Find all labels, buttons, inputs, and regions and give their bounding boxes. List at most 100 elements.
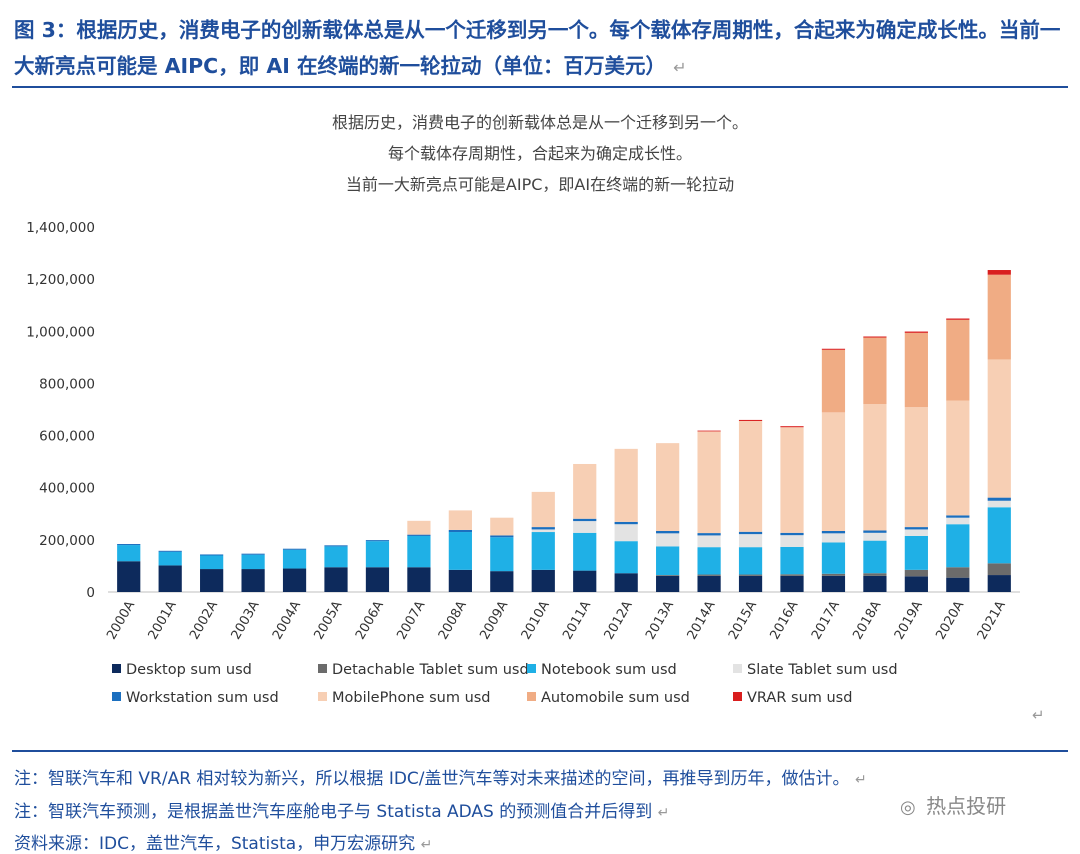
bar-segment-notebook [282,549,307,569]
return-mark: ↵ [657,805,670,821]
bar-segment-desktop [614,573,638,592]
bar-segment-workstation [821,530,846,534]
bar-segment-mobilephone [738,420,763,532]
bar-segment-workstation [946,515,970,518]
legend-label: Detachable Tablet sum usd [332,662,529,678]
bar-segment-slatetablet [946,517,970,525]
bar-segment-notebook [656,546,680,576]
bar-segment-vrar [904,331,928,333]
bar-segment-mobilephone [490,517,514,536]
legend-swatch-automobile [527,692,536,701]
watermark: ◎ 热点投研 [900,790,1006,819]
source-note: 资料来源：IDC，盖世汽车，Statista，申万宏源研究 ↵ [14,829,432,854]
bar-segment-notebook [200,555,224,570]
x-tick-label: 2021A [975,598,1009,642]
bar-segment-desktop [407,567,431,592]
bar-segment-detachabletablet [780,574,804,576]
x-tick-label: 2003A [229,598,263,642]
bar-segment-mobilephone [697,431,721,534]
bar-segment-desktop [656,575,680,592]
bar-segment-slatetablet [780,535,804,547]
bar-segment-desktop [863,575,887,592]
bar-segment-desktop [780,575,804,592]
return-mark: ↵ [854,772,867,788]
bar-segment-workstation [904,527,928,530]
bar-segment-vrar [697,430,721,432]
bar-segment-slatetablet [821,533,846,543]
x-tick-label: 2004A [270,598,304,642]
y-tick-label: 1,400,000 [26,220,95,236]
bar-segment-slatetablet [863,532,887,541]
bar-segment-notebook [324,546,348,568]
legend-swatch-vrar [733,692,742,701]
x-tick-label: 2012A [602,598,636,642]
legend-label: Desktop sum usd [126,662,252,678]
chart-title-line: 每个载体存周期性，合起来为确定成长性。 [388,144,692,163]
bar-segment-desktop [531,569,555,592]
notes-rule [12,750,1068,752]
x-tick-label: 2006A [353,598,387,642]
bar-segment-slatetablet [531,529,555,533]
return-mark: ↵ [1032,706,1045,724]
bar-segment-vrar [821,348,846,350]
bar-segment-mobilephone [531,491,555,528]
bar-segment-workstation [614,521,638,525]
bar-segment-notebook [365,541,390,568]
bar-segment-notebook [946,524,970,568]
figure-title: 图 3：根据历史，消费电子的创新载体总是从一个迁移到另一个。每个载体存周期性，合… [14,12,1064,86]
bar-segment-workstation [987,497,1011,501]
bar-segment-workstation [738,531,763,535]
bar-segment-detachabletablet [656,575,680,576]
bar-segment-automobile [863,337,887,405]
bar-segment-workstation [448,529,472,533]
legend-label: Workstation sum usd [126,690,279,706]
bar-segment-detachabletablet [946,567,970,578]
bar-segment-notebook [904,535,928,570]
bar-segment-automobile [904,332,928,408]
bar-segment-workstation [780,532,804,536]
note-2: 注：智联汽车预测，是根据盖世汽车座舱电子与 Statista ADAS 的预测值… [14,797,669,822]
bar-segment-notebook [614,541,638,574]
bar-segment-desktop [946,577,970,592]
bar-segment-desktop [821,575,846,592]
bar-segment-desktop [738,575,763,592]
chart-title: 根据历史，消费电子的创新载体总是从一个迁移到另一个。每个载体存周期性，合起来为确… [332,113,748,194]
bar-segment-slatetablet [573,521,597,533]
x-tick-label: 2011A [560,598,594,642]
x-tick-label: 2008A [436,598,470,642]
bar-segment-workstation [697,533,721,536]
bar-segment-slatetablet [656,533,680,547]
x-tick-label: 2002A [187,598,221,642]
chart-title-line: 当前一大新亮点可能是AIPC，即AI在终端的新一轮拉动 [346,175,734,194]
figure-title-text: 图 3：根据历史，消费电子的创新载体总是从一个迁移到另一个。每个载体存周期性，合… [14,18,1061,78]
y-tick-label: 800,000 [39,376,95,392]
bar-segment-mobilephone [656,443,680,531]
x-tick-label: 2018A [850,598,884,642]
bar-segment-desktop [448,569,472,592]
bar-segment-desktop [117,561,141,592]
bar-segment-detachabletablet [904,569,928,577]
bar-segment-mobilephone [573,463,597,519]
legend-label: Notebook sum usd [541,662,677,678]
bar-segment-desktop [490,571,514,592]
bar-segment-vrar [863,336,887,338]
bar-segment-detachabletablet [738,574,763,576]
bar-segment-notebook [158,551,182,566]
bar-segment-notebook [863,540,887,574]
bar-segment-workstation [863,530,887,533]
wechat-icon: ◎ [900,797,916,818]
stacked-bar-chart: 根据历史，消费电子的创新载体总是从一个迁移到另一个。每个载体存周期性，合起来为确… [26,113,1020,706]
bar-segment-mobilephone [780,427,804,533]
source-note-text: 资料来源：IDC，盖世汽车，Statista，申万宏源研究 [14,834,416,854]
x-tick-label: 2015A [726,598,760,642]
bar-segment-vrar [946,318,970,320]
bar-segment-slatetablet [904,529,928,536]
legend-swatch-notebook [527,664,536,673]
x-tick-label: 2001A [146,598,180,642]
legend-swatch-detachabletablet [318,664,327,673]
bar-segment-workstation [241,553,265,555]
x-axis: 2000A 2001A 2002A 2003A 2004A 2005A 2006A 2007A… [104,598,1009,642]
bar-segment-slatetablet [614,524,638,542]
bar-segment-workstation [573,518,597,522]
legend-swatch-desktop [112,664,121,673]
